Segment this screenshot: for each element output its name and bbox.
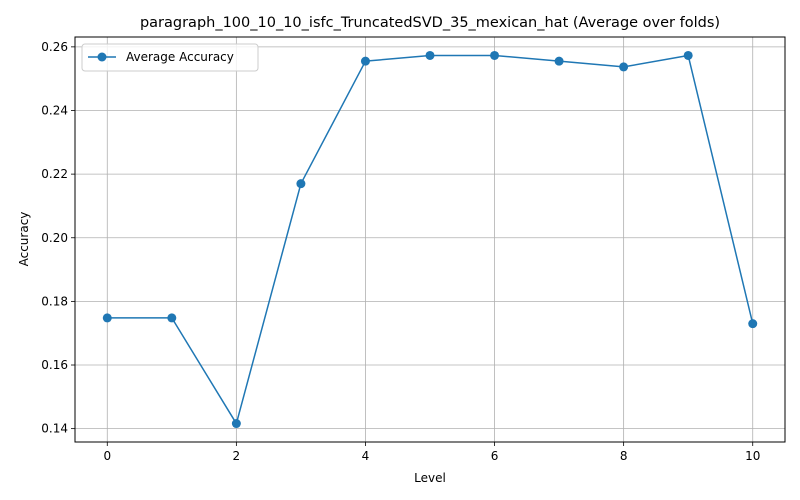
ticks: 0 2 4 6 8 10 0.14 0.16 0.18 0.20 0.22 0.24 0.26 — [41, 40, 760, 463]
data-point — [102, 313, 112, 323]
data-point — [360, 56, 370, 66]
y-tick-label: 0.26 — [41, 40, 68, 54]
data-point — [619, 62, 629, 72]
legend-box — [81, 43, 259, 72]
y-tick-label: 0.20 — [41, 231, 68, 245]
y-tick-label: 0.24 — [41, 103, 68, 117]
x-tick-label: 2 — [233, 449, 241, 463]
x-tick-label: 8 — [620, 449, 628, 463]
data-point — [231, 419, 241, 429]
data-point — [490, 50, 500, 60]
grid — [75, 37, 785, 442]
y-tick-label: 0.16 — [41, 358, 68, 372]
data-point — [554, 56, 564, 66]
legend: Average Accuracy — [81, 43, 259, 72]
y-axis-label: Accuracy — [17, 212, 31, 267]
y-tick-label: 0.22 — [41, 167, 68, 181]
data-point — [683, 50, 693, 60]
y-tick-label: 0.14 — [41, 422, 68, 436]
x-tick-label: 4 — [362, 449, 370, 463]
legend-label: Average Accuracy — [126, 50, 234, 64]
data-point — [425, 50, 435, 60]
x-tick-label: 0 — [103, 449, 111, 463]
data-point — [296, 179, 306, 189]
x-axis-label: Level — [414, 471, 446, 485]
x-tick-label: 10 — [745, 449, 760, 463]
data-point — [748, 319, 758, 329]
y-tick-label: 0.18 — [41, 294, 68, 308]
data-point — [167, 313, 177, 323]
plot-frame — [74, 36, 786, 443]
chart-title: paragraph_100_10_10_isfc_TruncatedSVD_35… — [140, 15, 720, 31]
series-layer — [102, 50, 758, 429]
x-tick-label: 6 — [491, 449, 499, 463]
legend-marker — [97, 52, 107, 62]
